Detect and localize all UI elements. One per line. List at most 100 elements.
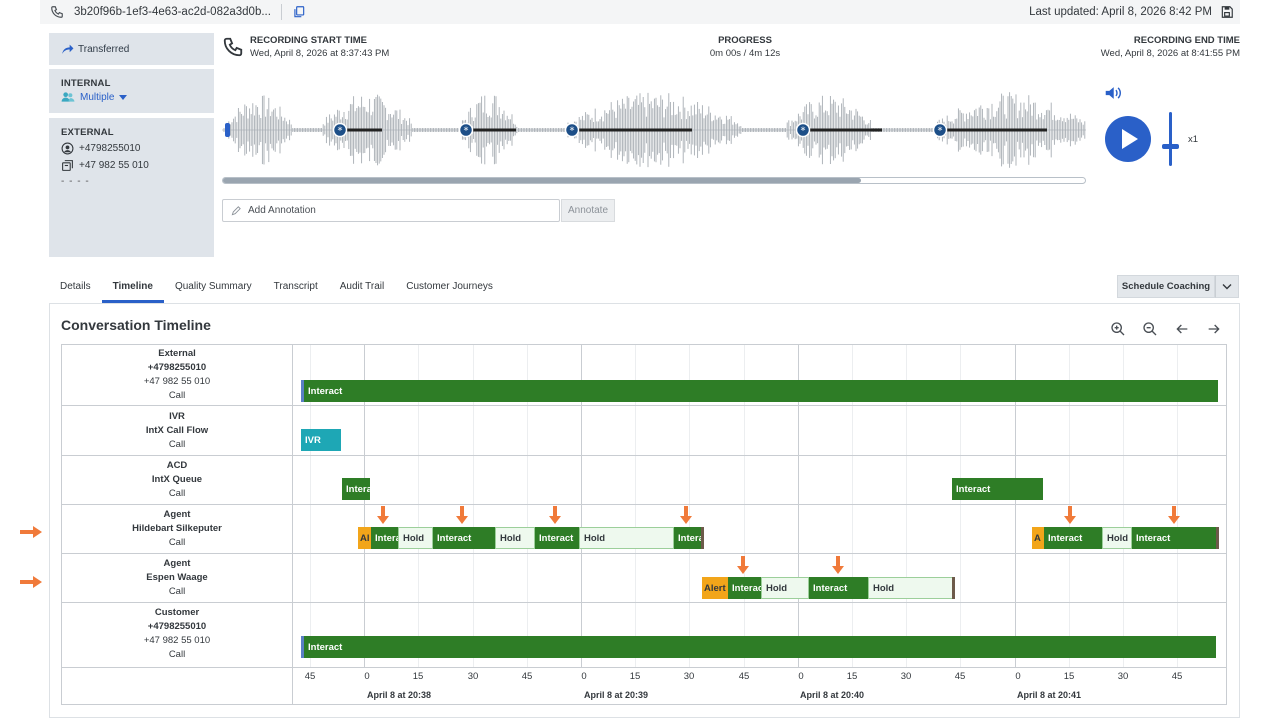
volume-icon[interactable] [1104,85,1122,101]
timeline-tick-label: 45 [304,671,316,682]
timeline-gridline [364,345,365,667]
tab-quality-summary[interactable]: Quality Summary [174,281,252,292]
annotation-pointer-icon[interactable] [549,506,561,524]
timeline-gridline [1015,345,1016,667]
segment-end-marker [701,527,704,549]
internal-panel: INTERNAL Multiple [49,69,214,113]
segment-interact[interactable]: Interact [1132,527,1217,549]
timeline-tick-label: 45 [738,671,750,682]
playback-scrubber[interactable] [222,177,1086,184]
svg-text:*: * [464,126,469,137]
segment-alert[interactable]: Alert [702,577,728,599]
segment-hold[interactable]: Hold [868,577,953,599]
chevron-down-icon [119,94,128,100]
segment-ivr[interactable]: IVR [301,429,341,451]
segment-interact[interactable]: Interac [728,577,761,599]
segment-hold[interactable]: Hold [398,527,433,549]
row-name: Hildebart Silkeputer [132,523,222,534]
transferred-panel: Transferred [49,33,214,65]
segment-start-marker [301,636,304,658]
tab-details[interactable]: Details [60,281,91,292]
row-type: ACD [166,460,188,471]
arrow-left-icon[interactable] [1174,321,1190,337]
playback-speed-label: x1 [1188,134,1199,145]
svg-text:*: * [338,126,343,137]
segment-interact[interactable]: Interact [952,478,1043,500]
tab-transcript[interactable]: Transcript [273,281,318,292]
annotation-pointer-icon[interactable] [1168,506,1180,524]
annotation-pointer-icon[interactable] [377,506,389,524]
row-divider [61,602,1227,603]
annotation-pointer-icon[interactable] [737,556,749,574]
segment-alert[interactable]: Al [358,527,371,549]
save-icon[interactable] [1220,5,1234,19]
progress-label: PROGRESS [718,35,772,46]
timeline-tick-label: 45 [521,671,533,682]
zoom-in-icon[interactable] [1110,321,1126,337]
row-media: Call [168,439,186,450]
annotation-pointer-icon[interactable] [680,506,692,524]
svg-text:*: * [570,126,575,137]
schedule-coaching-dropdown[interactable] [1215,275,1239,298]
timeline-tick-label: 0 [581,671,587,682]
timeline-row-label-external: External +4798255010 +47 982 55 010 Call [62,347,292,403]
tab-customer-journeys[interactable]: Customer Journeys [406,281,493,292]
segment-interact[interactable]: Intera [674,527,702,549]
timeline-gridline [798,345,799,667]
users-icon [61,92,75,102]
timeline-gridline [1177,345,1178,667]
segment-hold[interactable]: Hold [495,527,535,549]
tab-timeline[interactable]: Timeline [101,275,164,303]
orange-arrow-icon [20,526,42,538]
segment-hold[interactable]: Hold [579,527,674,549]
annotation-pointer-icon[interactable] [832,556,844,574]
add-annotation-input[interactable]: Add Annotation [222,199,560,222]
segment-interact[interactable]: Intera [342,478,370,500]
minute-label: April 8 at 20:38 [367,690,432,700]
segment-interact[interactable]: Interact [535,527,579,549]
internal-multiple-dropdown[interactable]: Multiple [61,91,202,103]
schedule-coaching-button[interactable]: Schedule Coaching [1117,275,1215,298]
play-button[interactable] [1105,116,1151,162]
annotate-button[interactable]: Annotate [561,199,615,222]
row-detail: +47 982 55 010 [143,376,211,387]
timeline-row-label-ivr: IVR IntX Call Flow Call [62,410,292,452]
conversation-id: 3b20f96b-1ef3-4e63-ac2d-082a3d0b... [74,6,271,18]
conversation-header-bar: 3b20f96b-1ef3-4e63-ac2d-082a3d0b... Last… [40,0,1240,24]
timeline-gridline [852,345,853,667]
segment-end-marker [1216,527,1219,549]
segment-hold[interactable]: Hold [1102,527,1132,549]
tab-audit-trail[interactable]: Audit Trail [339,281,385,292]
audio-waveform[interactable]: * * * * * [222,88,1086,172]
phone-icon [51,6,63,18]
row-name: +4798255010 [147,621,207,632]
segment-end-marker [952,577,955,599]
playback-speed-slider[interactable] [1169,112,1172,166]
playback-speed-handle[interactable] [1162,144,1179,149]
timeline-title: Conversation Timeline [61,317,211,333]
segment-hold[interactable]: Hold [761,577,809,599]
row-type: Agent [163,509,191,520]
transfer-arrow-icon [62,44,74,54]
segment-alert[interactable]: A [1032,527,1044,549]
pencil-icon [231,206,241,216]
row-type: IVR [169,411,185,422]
recording-start-label: RECORDING START TIME [250,35,367,46]
annotation-pointer-icon[interactable] [456,506,468,524]
zoom-out-icon[interactable] [1142,321,1158,337]
divider [280,4,282,20]
row-divider [61,455,1227,456]
segment-interact[interactable]: Interac [371,527,398,549]
arrow-right-icon[interactable] [1206,321,1222,337]
annotation-pointer-icon[interactable] [1064,506,1076,524]
timeline-gridline [581,345,582,667]
segment-interact[interactable]: Interact [304,380,1218,402]
copy-icon[interactable] [292,5,306,19]
timeline-tick-label: 0 [1015,671,1021,682]
timeline-gridline [527,345,528,667]
segment-interact[interactable]: Interact [1044,527,1102,549]
segment-interact[interactable]: Interact [433,527,495,549]
segment-interact[interactable]: Interact [809,577,868,599]
segment-interact[interactable]: Interact [304,636,1216,658]
timeline-row-label-customer: Customer +4798255010 +47 982 55 010 Call [62,606,292,662]
